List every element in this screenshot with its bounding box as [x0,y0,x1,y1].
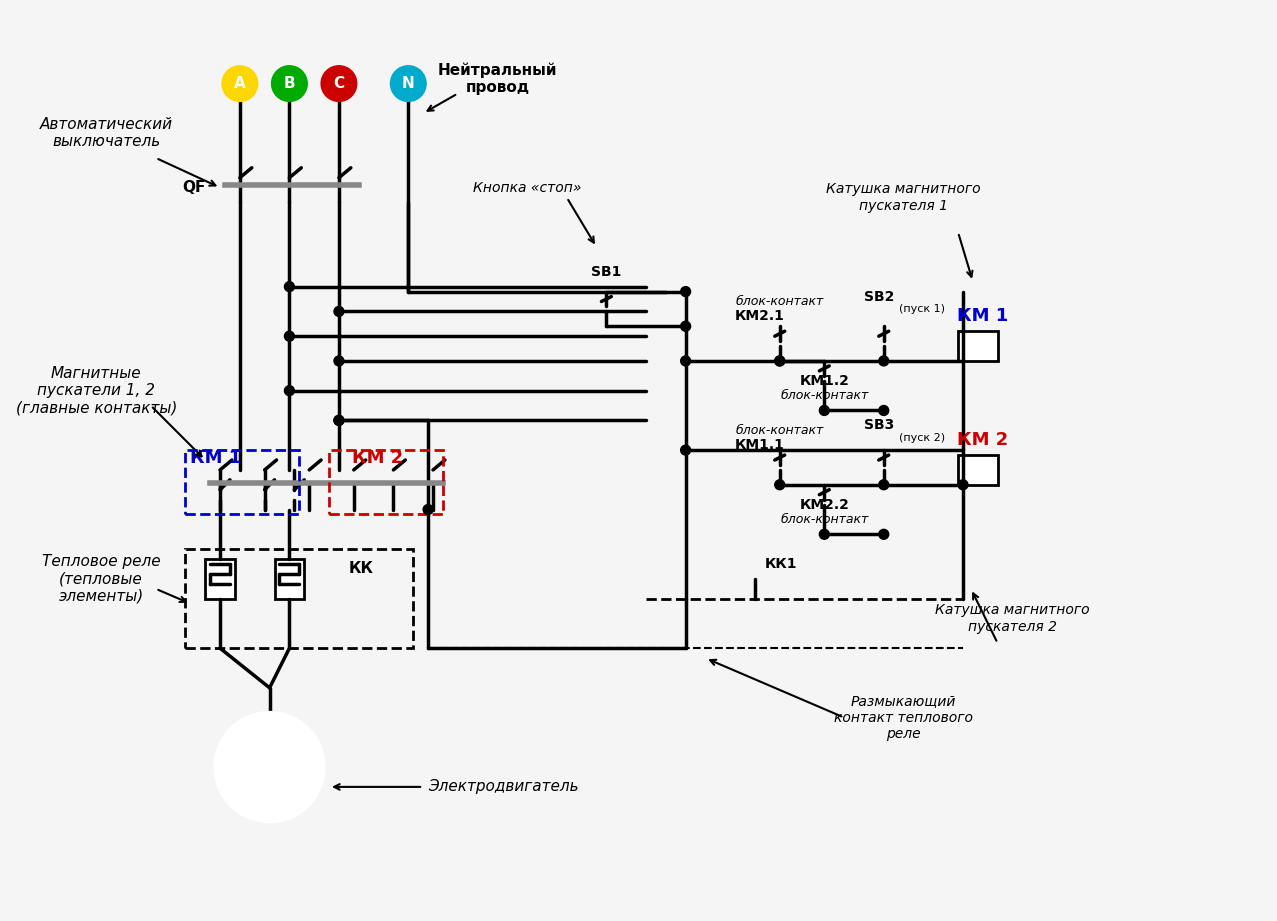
Circle shape [215,713,324,822]
Circle shape [321,65,356,101]
Text: SB1: SB1 [591,265,622,279]
Circle shape [820,530,829,540]
FancyBboxPatch shape [275,559,304,599]
Text: A: A [234,76,245,91]
Circle shape [285,332,295,341]
Text: Катушка магнитного
пускателя 1: Катушка магнитного пускателя 1 [826,182,981,213]
Circle shape [335,415,344,426]
Text: блок-контакт: блок-контакт [780,389,868,402]
Text: КК1: КК1 [765,557,797,571]
Text: Магнитные
пускатели 1, 2
(главные контакты): Магнитные пускатели 1, 2 (главные контак… [15,366,178,415]
Circle shape [681,286,691,297]
Circle shape [391,65,427,101]
Text: SB2: SB2 [865,289,894,304]
Circle shape [681,321,691,332]
Text: блок-контакт: блок-контакт [736,424,824,437]
Circle shape [681,356,691,366]
Circle shape [820,405,829,415]
Circle shape [423,505,433,515]
Text: КМ 2: КМ 2 [958,431,1009,449]
Circle shape [222,65,258,101]
Text: B: B [283,76,295,91]
Circle shape [879,530,889,540]
Circle shape [775,356,784,366]
FancyBboxPatch shape [958,455,997,484]
Circle shape [272,65,308,101]
Circle shape [879,480,889,490]
Text: Автоматический
выключатель: Автоматический выключатель [40,117,172,149]
Bar [185,450,299,515]
Bar [329,450,443,515]
Text: N: N [402,76,415,91]
Circle shape [335,307,344,317]
Text: блок-контакт: блок-контакт [736,295,824,308]
Text: КМ 1: КМ 1 [190,449,241,467]
Text: (пуск 1): (пуск 1) [899,305,945,314]
Circle shape [285,386,295,396]
Text: Размыкающий
контакт теплового
реле: Размыкающий контакт теплового реле [834,694,973,740]
Text: Тепловое реле
(тепловые
элементы): Тепловое реле (тепловые элементы) [42,554,161,604]
FancyBboxPatch shape [958,332,997,361]
Text: Нейтральный
провод: Нейтральный провод [438,63,557,95]
Text: QF: QF [181,181,206,195]
Text: (пуск 2): (пуск 2) [899,433,945,443]
Text: КМ2.2: КМ2.2 [799,497,849,511]
Circle shape [681,445,691,455]
Text: Электродвигатель: Электродвигатель [428,779,578,795]
Text: SB3: SB3 [865,418,894,432]
Text: КК: КК [349,562,374,577]
Circle shape [335,415,344,426]
Circle shape [775,480,784,490]
Text: КМ2.1: КМ2.1 [736,309,785,323]
Text: Катушка магнитного
пускателя 2: Катушка магнитного пускателя 2 [935,603,1089,634]
Bar [185,549,414,648]
Text: КМ 2: КМ 2 [352,449,404,467]
Text: блок-контакт: блок-контакт [780,513,868,526]
Circle shape [879,405,889,415]
Text: КМ1.2: КМ1.2 [799,374,849,388]
Text: Кнопка «стоп»: Кнопка «стоп» [472,181,581,194]
Circle shape [879,356,889,366]
Text: М: М [255,753,283,781]
Circle shape [335,356,344,366]
Circle shape [958,480,968,490]
Text: КМ1.1: КМ1.1 [736,438,785,452]
Text: C: C [333,76,345,91]
Text: КМ 1: КМ 1 [958,308,1009,325]
FancyBboxPatch shape [206,559,235,599]
Circle shape [775,356,784,366]
Circle shape [285,282,295,292]
